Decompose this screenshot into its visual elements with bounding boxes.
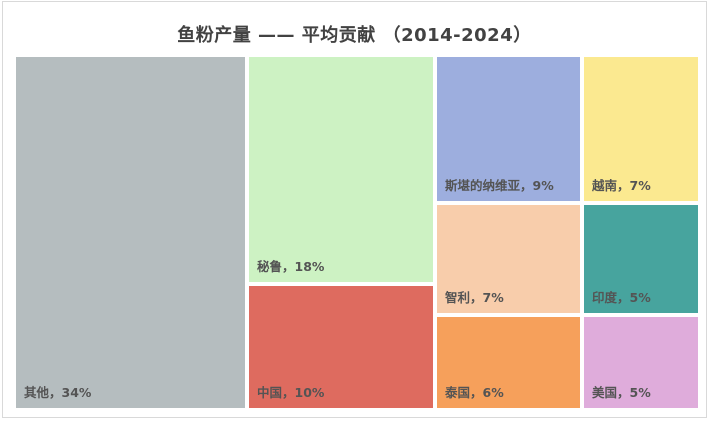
treemap-block-scandinavia: 斯堪的纳维亚，9% bbox=[437, 57, 580, 201]
treemap-block-usa: 美国，5% bbox=[584, 317, 698, 408]
treemap-label-usa: 美国，5% bbox=[592, 384, 651, 400]
treemap-block-india: 印度，5% bbox=[584, 205, 698, 313]
treemap-label-other: 其他，34% bbox=[24, 384, 92, 400]
treemap-block-peru: 秘鲁，18% bbox=[249, 57, 433, 282]
treemap-label-china: 中国，10% bbox=[257, 384, 325, 400]
treemap-block-other: 其他，34% bbox=[16, 57, 245, 408]
treemap-block-thailand: 泰国，6% bbox=[437, 317, 580, 408]
treemap-label-peru: 秘鲁，18% bbox=[257, 258, 325, 274]
treemap-label-vietnam: 越南，7% bbox=[592, 177, 651, 193]
treemap-plot-area: 其他，34% 秘鲁，18% 中国，10% 斯堪的纳维亚，9% 智利，7% 泰国，6% 越南，… bbox=[16, 57, 698, 408]
treemap-label-india: 印度，5% bbox=[592, 289, 651, 305]
treemap-label-scandinavia: 斯堪的纳维亚，9% bbox=[445, 177, 554, 193]
chart-title: 鱼粉产量 —— 平均贡献 （2014-2024） bbox=[177, 25, 532, 46]
treemap-block-vietnam: 越南，7% bbox=[584, 57, 698, 201]
treemap-label-chile: 智利，7% bbox=[445, 289, 504, 305]
treemap-label-thailand: 泰国，6% bbox=[445, 384, 504, 400]
treemap-block-chile: 智利，7% bbox=[437, 205, 580, 313]
treemap-block-china: 中国，10% bbox=[249, 286, 433, 408]
